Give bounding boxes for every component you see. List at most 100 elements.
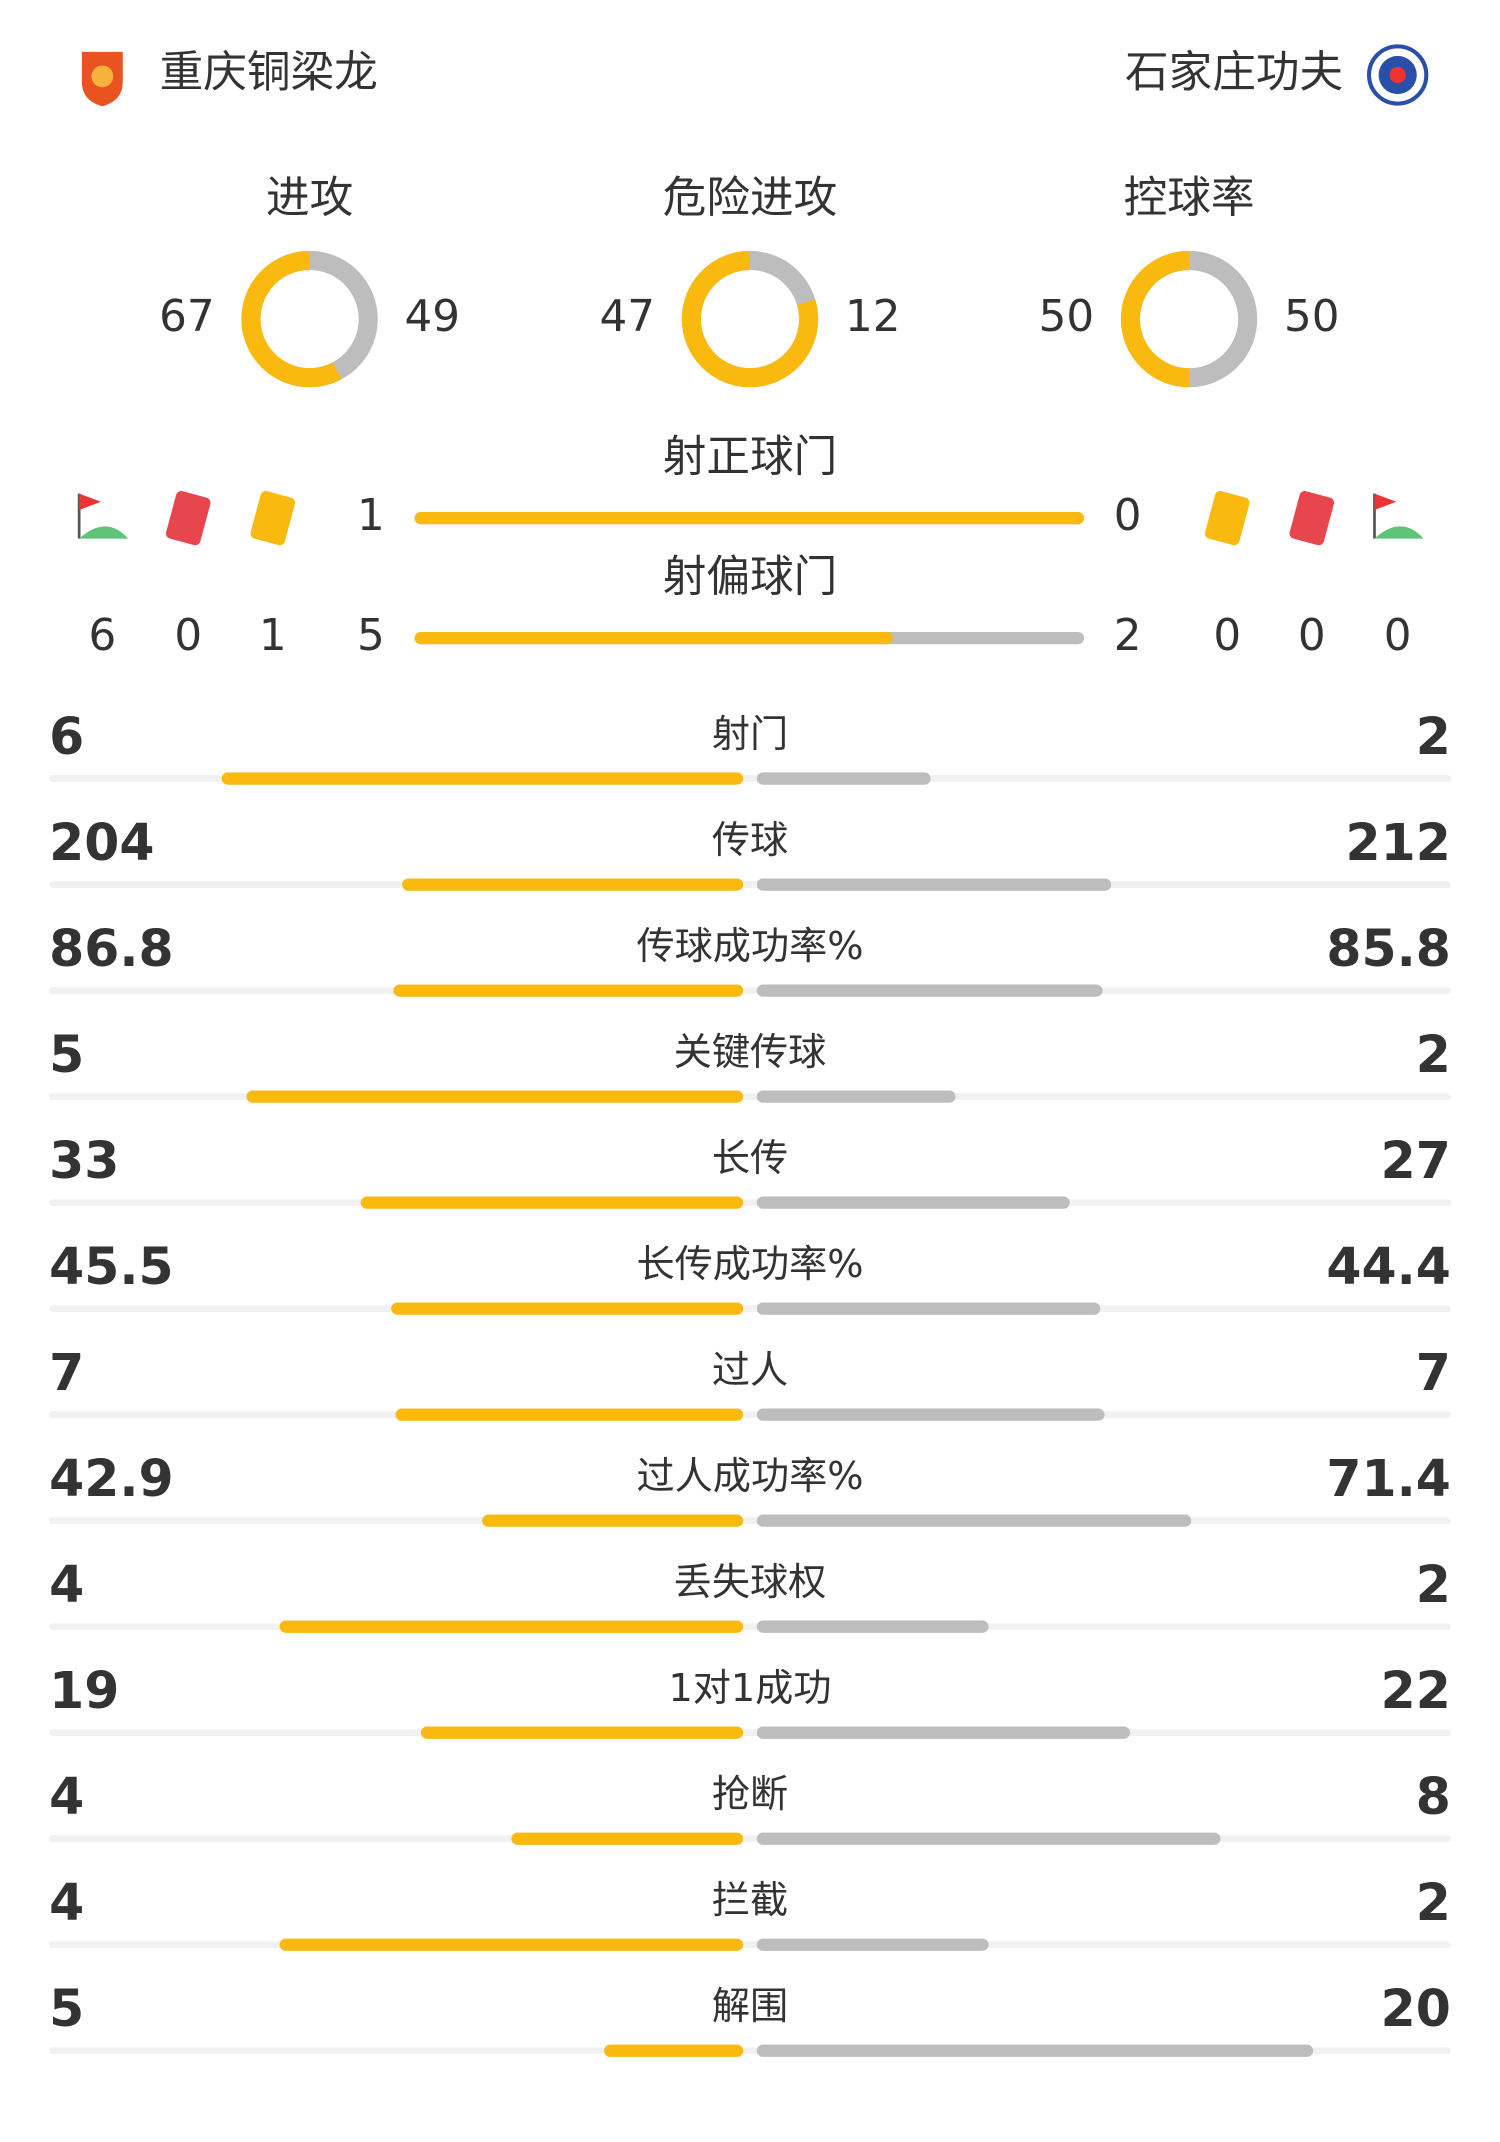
stat-away-value: 71.4 (1326, 1449, 1450, 1508)
stat-home-value: 5 (49, 1025, 84, 1084)
stat-away-bar (756, 1620, 989, 1633)
ring-home-arc (681, 250, 819, 388)
shot-home-value: 5 (357, 611, 385, 661)
event-count: 0 (1213, 611, 1241, 661)
corner-icon (1374, 493, 1397, 510)
stat-away-bar (756, 1196, 1070, 1209)
stat-track (49, 1517, 1451, 1525)
shot-home-value: 1 (357, 491, 385, 541)
stat-home-bar (391, 1302, 744, 1315)
shot-home-bar (414, 631, 893, 645)
stat-home-value: 4 (49, 1767, 84, 1826)
stat-away-value: 2 (1416, 1873, 1451, 1932)
stat-home-value: 45.5 (49, 1237, 173, 1296)
stat-home-bar (393, 984, 744, 997)
stat-track (49, 1835, 1451, 1843)
stat-away-bar (756, 1514, 1192, 1527)
event-count: 0 (174, 611, 202, 661)
away-name: 石家庄功夫 (1125, 48, 1343, 98)
event-count: 1 (259, 611, 287, 661)
event-count: 0 (1384, 611, 1412, 661)
stat-away-value: 20 (1381, 1979, 1451, 2038)
stat-home-value: 204 (49, 813, 154, 872)
stat-away-bar (756, 772, 931, 785)
red-card-icon (165, 491, 211, 546)
stat-home-bar (420, 1726, 744, 1739)
stat-label: 传球成功率% (636, 925, 863, 969)
stat-label: 抢断 (712, 1773, 788, 1817)
stat-label: 长传 (712, 1137, 788, 1181)
stat-away-value: 8 (1416, 1767, 1451, 1826)
ring-label: 危险进攻 (663, 173, 838, 223)
stat-home-bar (221, 772, 744, 785)
stat-label: 解围 (712, 1985, 788, 2029)
stat-home-bar (395, 1408, 744, 1421)
stat-home-bar (604, 2044, 744, 2057)
stat-home-bar (482, 1514, 744, 1527)
red-card-icon (1289, 491, 1335, 546)
stat-away-bar (756, 1090, 956, 1103)
event-count: 6 (88, 611, 116, 661)
stat-away-value: 7 (1416, 1343, 1451, 1402)
home-name: 重庆铜梁龙 (160, 48, 378, 98)
ring-home-value: 50 (1039, 292, 1095, 342)
stat-track (49, 1623, 1451, 1631)
ring-away-value: 49 (405, 292, 461, 342)
stat-label: 丢失球权 (674, 1561, 827, 1605)
stat-home-bar (360, 1196, 744, 1209)
ring-away-value: 12 (845, 292, 901, 342)
stat-away-bar (756, 1302, 1101, 1315)
stat-away-value: 27 (1381, 1131, 1451, 1190)
stat-home-value: 86.8 (49, 919, 173, 978)
stat-label: 长传成功率% (636, 1243, 863, 1287)
stat-home-value: 4 (49, 1873, 84, 1932)
stat-track (49, 1411, 1451, 1419)
ring-home-arc (241, 250, 342, 388)
away-logo (1366, 44, 1429, 106)
stat-home-value: 19 (49, 1661, 119, 1720)
stat-track (49, 1729, 1451, 1737)
stat-away-bar (756, 1832, 1221, 1845)
stat-track (49, 1199, 1451, 1207)
stat-away-bar (756, 2044, 1314, 2057)
stat-home-bar (511, 1832, 744, 1845)
stat-label: 关键传球 (674, 1031, 827, 1075)
stat-home-bar (246, 1090, 744, 1103)
shot-label: 射正球门 (663, 433, 838, 483)
yellow-card-icon (250, 491, 296, 546)
ring-home-value: 67 (159, 292, 215, 342)
stat-away-value: 2 (1416, 1025, 1451, 1084)
ring-label: 进攻 (266, 173, 353, 223)
stat-away-value: 44.4 (1326, 1237, 1450, 1296)
corner-icon (79, 493, 101, 510)
stat-away-bar (756, 1726, 1130, 1739)
stat-away-value: 2 (1416, 1555, 1451, 1614)
stat-home-bar (279, 1620, 744, 1633)
stat-away-bar (756, 984, 1103, 997)
stat-away-value: 22 (1381, 1661, 1451, 1720)
shot-label: 射偏球门 (663, 552, 838, 602)
stat-home-value: 4 (49, 1555, 84, 1614)
stat-label: 1对1成功 (668, 1667, 831, 1711)
stat-home-value: 6 (49, 707, 84, 766)
ring-label: 控球率 (1124, 173, 1255, 223)
shot-away-value: 2 (1114, 611, 1142, 661)
shot-home-bar (414, 512, 1085, 525)
corner-icon (1374, 526, 1424, 539)
stat-track (49, 881, 1451, 888)
stat-label: 过人成功率% (636, 1455, 863, 1499)
stat-home-value: 7 (49, 1343, 84, 1402)
corner-icon (79, 526, 129, 539)
stat-home-value: 42.9 (49, 1449, 173, 1508)
stat-home-value: 5 (49, 1979, 84, 2038)
stat-away-value: 2 (1416, 707, 1451, 766)
stat-track (49, 987, 1451, 995)
stat-away-bar (756, 1938, 989, 1951)
event-count: 0 (1298, 611, 1326, 661)
ring-home-value: 47 (600, 292, 656, 342)
stat-label: 射门 (712, 713, 788, 757)
stat-home-value: 33 (49, 1131, 119, 1190)
stat-label: 过人 (712, 1349, 788, 1393)
